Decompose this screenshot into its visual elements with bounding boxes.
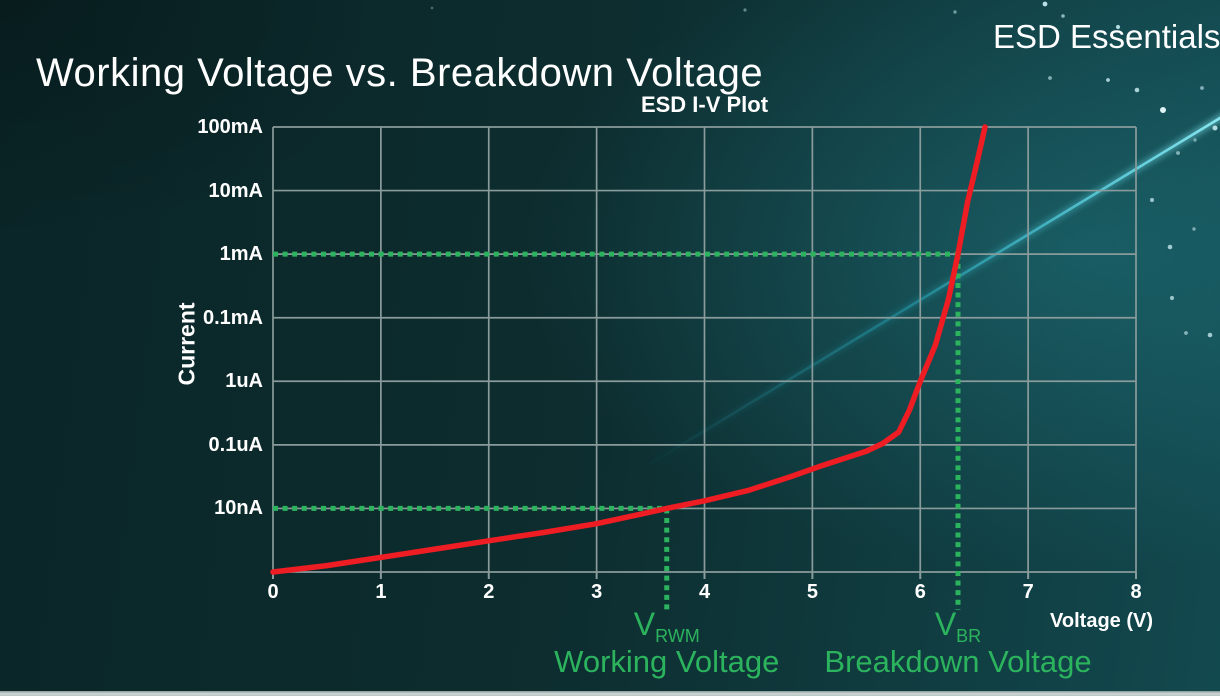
- star-dot: [1169, 295, 1175, 301]
- vbr-symbol: V: [934, 606, 957, 642]
- y-tick-label: 0.1uA: [208, 433, 263, 456]
- brand-text: ESD Essentials: [993, 18, 1220, 55]
- vbr-subscript: BR: [956, 626, 982, 646]
- y-tick-label: 1uA: [225, 370, 263, 393]
- y-tick-label: 10nA: [214, 497, 263, 520]
- vrwm-caption: Working Voltage: [554, 644, 780, 679]
- x-tick-label: 4: [698, 581, 711, 603]
- x-tick-label: 3: [591, 581, 603, 603]
- star-dot: [1192, 227, 1196, 231]
- star-dot: [1193, 138, 1197, 142]
- star-dot: [953, 10, 957, 14]
- chart-title: ESD I-V Plot: [640, 92, 769, 117]
- vbr-caption: Breakdown Voltage: [824, 644, 1092, 679]
- star-dot: [1212, 125, 1218, 131]
- x-tick-label: 0: [267, 581, 279, 603]
- x-tick-label: 7: [1022, 581, 1034, 603]
- x-tick-label: 2: [483, 581, 495, 603]
- star-dot: [743, 8, 747, 12]
- vbr-symbol-label: VBR: [935, 606, 981, 645]
- y-axis-title: Current: [173, 302, 200, 386]
- y-tick-label: 10mA: [208, 179, 263, 202]
- y-tick-label: 100mA: [197, 116, 263, 138]
- star-dot: [1184, 331, 1188, 335]
- star-dot: [1048, 76, 1052, 80]
- x-tick-label: 1: [375, 581, 387, 603]
- star-dot: [1176, 151, 1180, 155]
- y-tick-label: 0.1mA: [202, 306, 263, 329]
- star-dot: [1160, 107, 1166, 113]
- vrwm-symbol: V: [633, 606, 656, 642]
- x-tick-label: 5: [806, 581, 818, 603]
- star-dot: [1167, 244, 1173, 250]
- star-dot: [1149, 197, 1155, 203]
- vrwm-symbol-label: VRWM: [634, 606, 700, 645]
- bottom-edge-bar: [0, 691, 1220, 696]
- x-axis-title: Voltage (V): [1050, 610, 1153, 632]
- star-dot: [1200, 86, 1204, 90]
- iv-curve: [270, 124, 988, 575]
- star-dot: [430, 6, 434, 10]
- star-dot: [1106, 78, 1110, 82]
- page-title: Working Voltage vs. Breakdown Voltage: [36, 50, 764, 95]
- vrwm-subscript: RWM: [655, 626, 700, 646]
- y-tick-label: 1mA: [219, 243, 263, 266]
- x-tick-label: 8: [1130, 581, 1142, 603]
- x-tick-label: 6: [914, 581, 926, 603]
- plot-svg: [270, 124, 1137, 610]
- star-dot: [1042, 1, 1048, 7]
- star-dot: [1207, 332, 1213, 338]
